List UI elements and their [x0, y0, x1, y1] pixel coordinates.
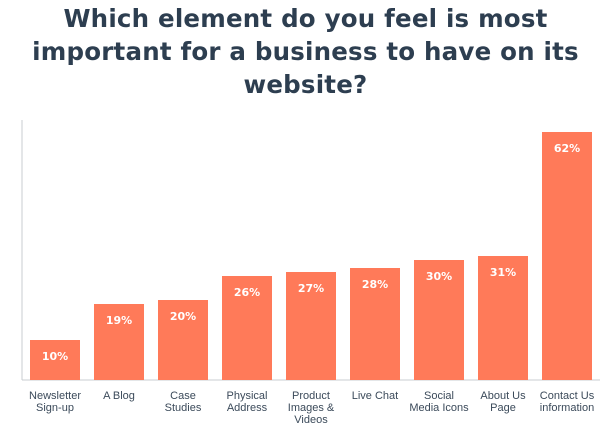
chart-title-line-2: important for a business to have on its — [32, 37, 579, 66]
category-label: Media Icons — [409, 402, 469, 414]
chart-title: Which element do you feel is most import… — [0, 2, 611, 101]
bar-1 — [94, 304, 144, 380]
bar-value-label: 19% — [106, 314, 132, 327]
category-label: Videos — [294, 414, 328, 426]
category-label: About Us — [480, 390, 526, 402]
chart-title-line-3: website? — [243, 70, 368, 99]
bar-0 — [30, 340, 80, 380]
category-label: Studies — [165, 402, 202, 414]
category-label: Social — [424, 390, 454, 402]
category-label: Page — [490, 402, 516, 414]
category-label: Physical — [227, 390, 268, 402]
bar-2 — [158, 300, 208, 380]
bar-5 — [350, 268, 400, 380]
bar-value-label: 20% — [170, 310, 196, 323]
bar-value-label: 26% — [234, 286, 260, 299]
category-label: Product — [292, 390, 330, 402]
bar-value-label: 62% — [554, 142, 580, 155]
bar-6 — [414, 260, 464, 380]
category-label: Address — [227, 402, 268, 414]
chart-title-line-1: Which element do you feel is most — [63, 4, 548, 33]
category-label: Live Chat — [352, 390, 398, 402]
category-label: A Blog — [103, 390, 135, 402]
bar-value-label: 30% — [426, 270, 452, 283]
category-label: Case — [170, 390, 196, 402]
bar-value-label: 28% — [362, 278, 388, 291]
category-label: Sign-up — [36, 402, 74, 414]
category-label: Images & — [288, 402, 335, 414]
category-label: information — [540, 402, 594, 414]
bar-value-label: 31% — [490, 266, 516, 279]
category-label: Contact Us — [540, 390, 595, 402]
bar-8 — [542, 132, 592, 380]
bar-3 — [222, 276, 272, 380]
bar-4 — [286, 272, 336, 380]
category-label: Newsletter — [29, 390, 81, 402]
bar-value-label: 27% — [298, 282, 324, 295]
bar-7 — [478, 256, 528, 380]
bar-value-label: 10% — [42, 350, 68, 363]
